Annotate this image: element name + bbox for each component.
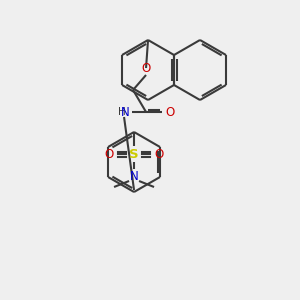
- Text: S: S: [129, 148, 139, 160]
- Text: N: N: [121, 106, 130, 118]
- Text: O: O: [154, 148, 164, 160]
- Text: H: H: [118, 107, 126, 117]
- Text: N: N: [130, 169, 138, 182]
- Text: O: O: [165, 106, 175, 118]
- Text: O: O: [104, 148, 114, 160]
- Text: O: O: [141, 61, 151, 74]
